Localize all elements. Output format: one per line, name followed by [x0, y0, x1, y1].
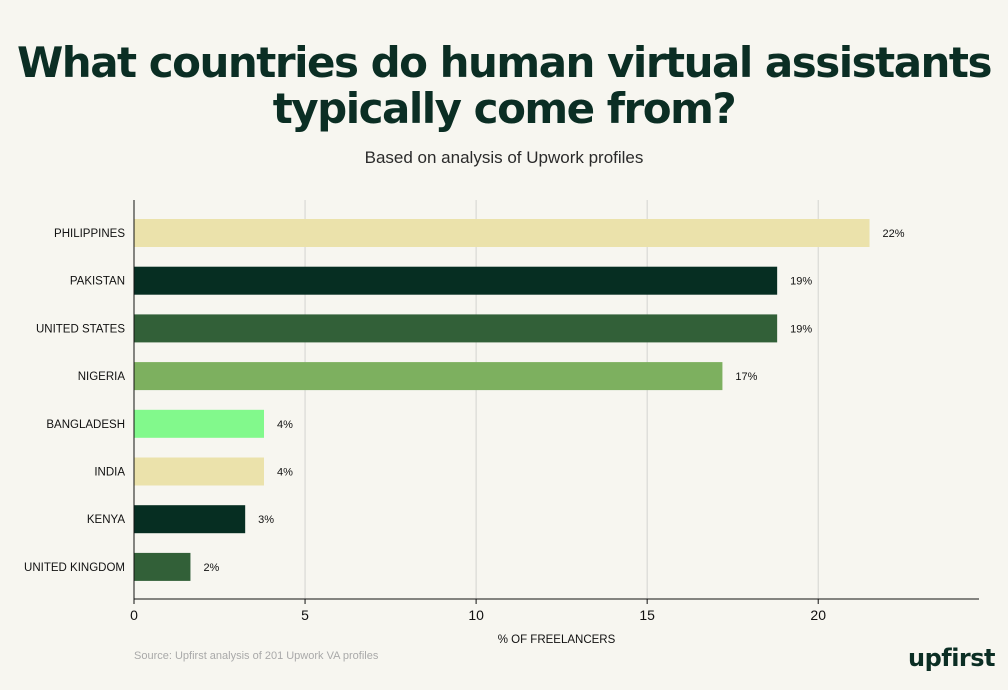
bar-india: [134, 457, 264, 486]
chart-subtitle: Based on analysis of Upwork profiles: [364, 148, 644, 167]
category-label: KENYA: [87, 514, 125, 526]
data-label: 17%: [735, 371, 757, 383]
bar-united-states: [134, 314, 778, 343]
x-tick-label: 5: [301, 607, 309, 623]
category-label: PAKISTAN: [70, 276, 125, 288]
category-label: PHILIPPINES: [54, 228, 125, 240]
data-label: 19%: [790, 276, 812, 288]
data-label: 2%: [203, 562, 219, 574]
data-label: 19%: [790, 323, 812, 335]
bar-kenya: [134, 505, 246, 534]
x-tick-label: 10: [468, 607, 484, 623]
chart-title: What countries do human virtual assistan…: [16, 38, 993, 133]
category-label: INDIA: [94, 467, 125, 479]
x-tick-label: 15: [639, 607, 655, 623]
x-tick-label: 0: [130, 607, 138, 623]
bar-pakistan: [134, 266, 778, 295]
upfirst-logo: upfirst: [908, 644, 996, 672]
bar-united-kingdom: [134, 552, 191, 581]
data-label: 4%: [277, 419, 293, 431]
category-label: UNITED STATES: [36, 323, 125, 335]
data-label: 22%: [883, 228, 905, 240]
x-axis-label: % OF FREELANCERS: [498, 634, 616, 646]
data-label: 3%: [258, 514, 274, 526]
category-label: BANGLADESH: [46, 419, 125, 431]
bar-nigeria: [134, 362, 723, 391]
source-note: Source: Upfirst analysis of 201 Upwork V…: [134, 650, 379, 662]
bar-bangladesh: [134, 409, 264, 438]
category-label: UNITED KINGDOM: [24, 562, 125, 574]
x-tick-label: 20: [810, 607, 826, 623]
category-label: NIGERIA: [78, 371, 126, 383]
data-label: 4%: [277, 467, 293, 479]
bar-philippines: [134, 219, 870, 247]
